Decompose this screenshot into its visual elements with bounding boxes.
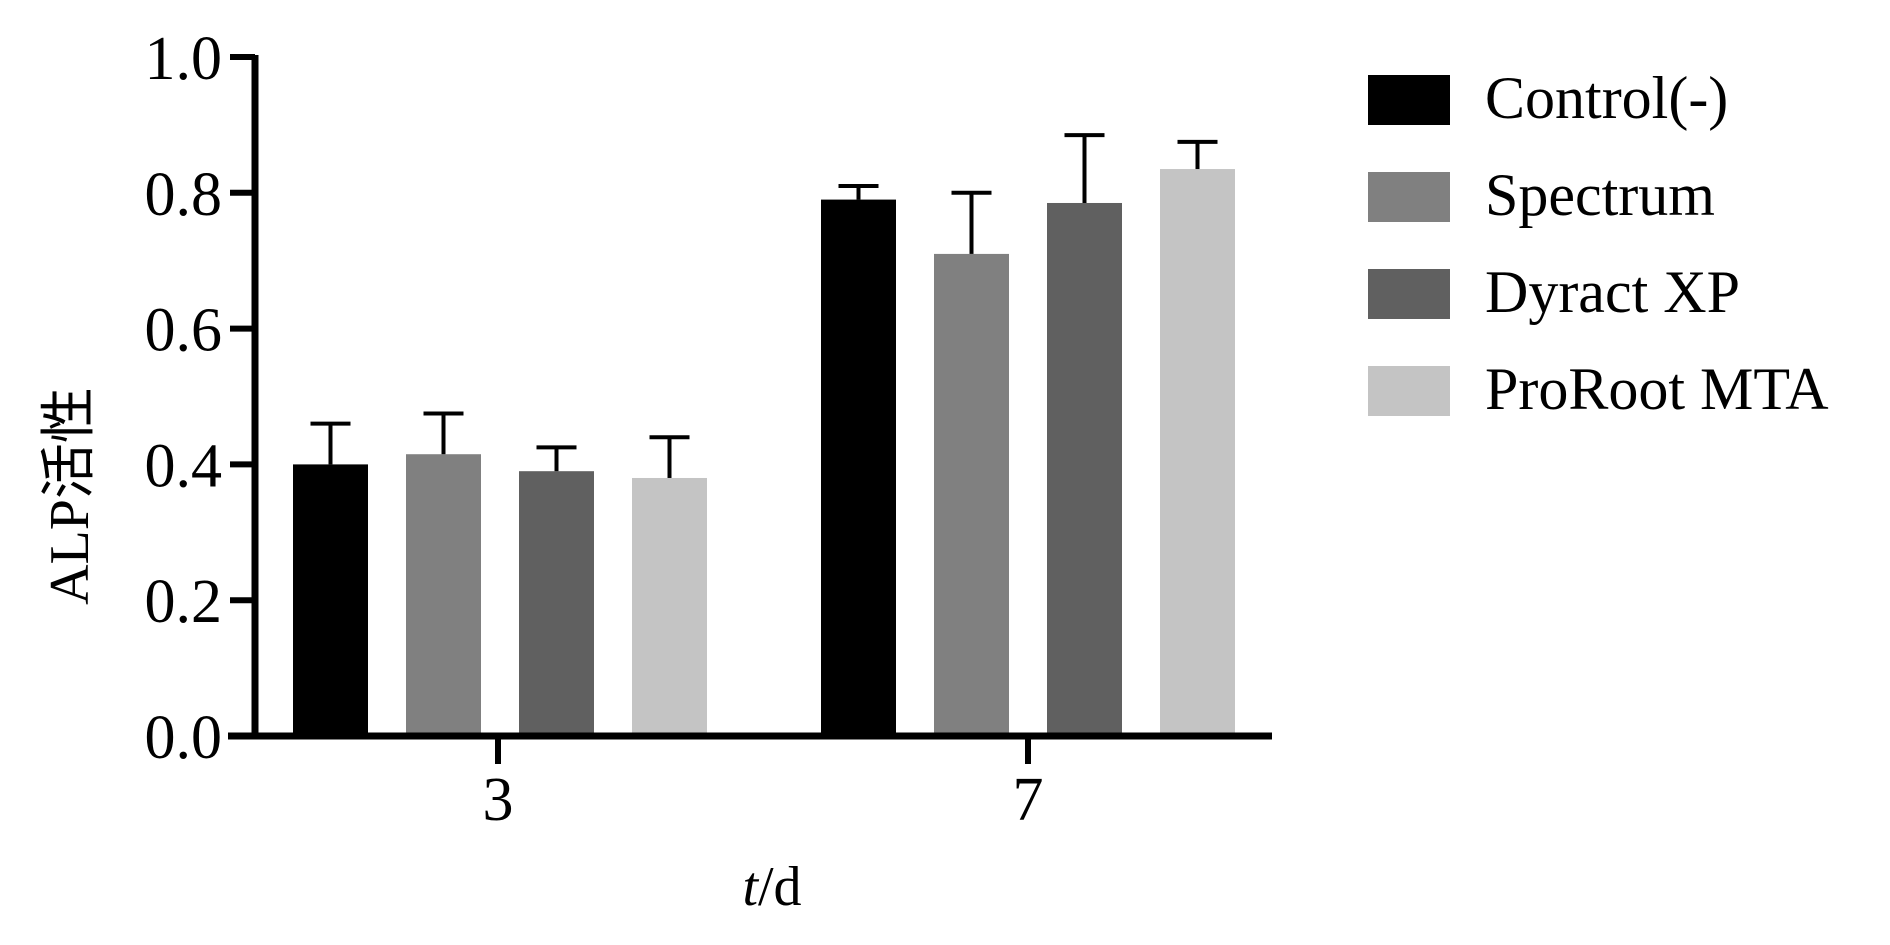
legend-label: Control(-) <box>1485 65 1728 131</box>
legend-swatch <box>1368 75 1450 125</box>
axes-layer: 0.0 0.2 0.4 0.6 0.8 1.0 3 7 <box>145 25 1272 834</box>
x-axis-title-rest: /d <box>758 856 802 918</box>
y-tick-label: 0.2 <box>145 568 223 636</box>
y-tick-label: 0.4 <box>145 432 223 500</box>
legend-item-control: Control(-) <box>1368 65 1728 131</box>
legend-label: ProRoot MTA <box>1485 356 1829 422</box>
error-bars-layer <box>310 133 1218 478</box>
bar-proroot-mta-3 <box>632 477 707 736</box>
error-bar-control-3 <box>310 421 351 465</box>
error-bar-spectrum-3 <box>423 411 464 455</box>
error-bar-spectrum-7 <box>951 190 992 254</box>
error-bar-proroot-mta-3 <box>649 435 690 478</box>
legend-swatch <box>1368 172 1450 222</box>
error-bar-control-7 <box>838 184 879 200</box>
x-tick-label: 7 <box>1013 766 1044 834</box>
y-tick-label: 0.6 <box>145 297 223 365</box>
legend-swatch <box>1368 269 1450 319</box>
legend-item-proroot-mta: ProRoot MTA <box>1368 356 1829 422</box>
error-bar-dyract-xp-3 <box>536 445 577 472</box>
y-tick-label: 1.0 <box>145 25 223 93</box>
legend-item-spectrum: Spectrum <box>1368 162 1715 228</box>
bar-dyract-xp-3 <box>519 471 594 736</box>
x-axis-title: t/d <box>742 856 801 918</box>
legend-label: Dyract XP <box>1485 259 1740 325</box>
x-axis-title-italic: t <box>742 856 759 918</box>
legend-item-dyract-xp: Dyract XP <box>1368 259 1740 325</box>
bar-proroot-mta-7 <box>1160 169 1235 736</box>
bars-layer <box>293 169 1235 737</box>
error-bar-proroot-mta-7 <box>1177 139 1218 170</box>
bar-spectrum-3 <box>406 454 481 736</box>
error-bar-dyract-xp-7 <box>1064 133 1105 203</box>
bar-spectrum-7 <box>934 253 1009 736</box>
bar-control-7 <box>821 199 896 737</box>
y-tick-label: 0.8 <box>145 161 223 229</box>
x-tick-label: 3 <box>483 766 514 834</box>
bar-dyract-xp-7 <box>1047 202 1122 737</box>
bar-control-3 <box>293 464 368 736</box>
legend-label: Spectrum <box>1485 162 1715 228</box>
y-axis-title: ALP活性 <box>39 387 101 605</box>
y-tick-label: 0.0 <box>145 704 223 772</box>
legend: Control(-) Spectrum Dyract XP ProRoot MTA <box>1368 65 1829 422</box>
legend-swatch <box>1368 366 1450 416</box>
